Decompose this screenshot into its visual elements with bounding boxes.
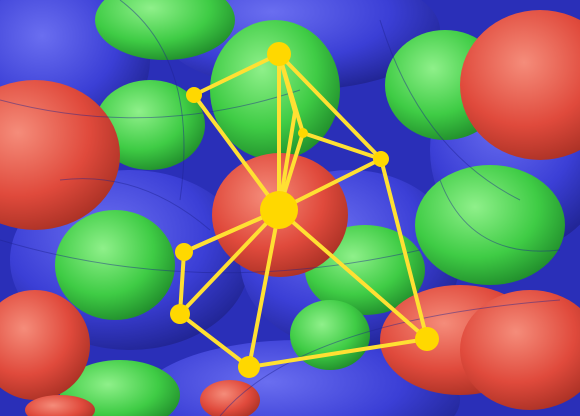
- graph-node: [175, 243, 193, 261]
- graph-node: [415, 327, 439, 351]
- graph-node: [170, 304, 190, 324]
- graph-node: [260, 191, 298, 229]
- graph-edges: [178, 52, 429, 369]
- graph-node: [186, 87, 202, 103]
- graph-edge: [192, 52, 281, 97]
- graph-edge: [277, 208, 429, 341]
- graph-nodes: [170, 42, 439, 378]
- graph-edge: [192, 93, 281, 212]
- graph-node: [238, 356, 260, 378]
- graph-edge: [178, 208, 281, 316]
- graph-edge: [178, 312, 251, 369]
- graph-node: [267, 42, 291, 66]
- graph-edge: [277, 157, 383, 212]
- graph-edge: [247, 208, 281, 369]
- graph-node: [298, 128, 308, 138]
- graph-edge: [301, 131, 383, 161]
- graph-edge: [379, 157, 429, 341]
- graph-edge: [178, 250, 186, 316]
- graph-edge: [277, 52, 383, 161]
- graph-edge: [247, 337, 429, 369]
- graph-node: [373, 151, 389, 167]
